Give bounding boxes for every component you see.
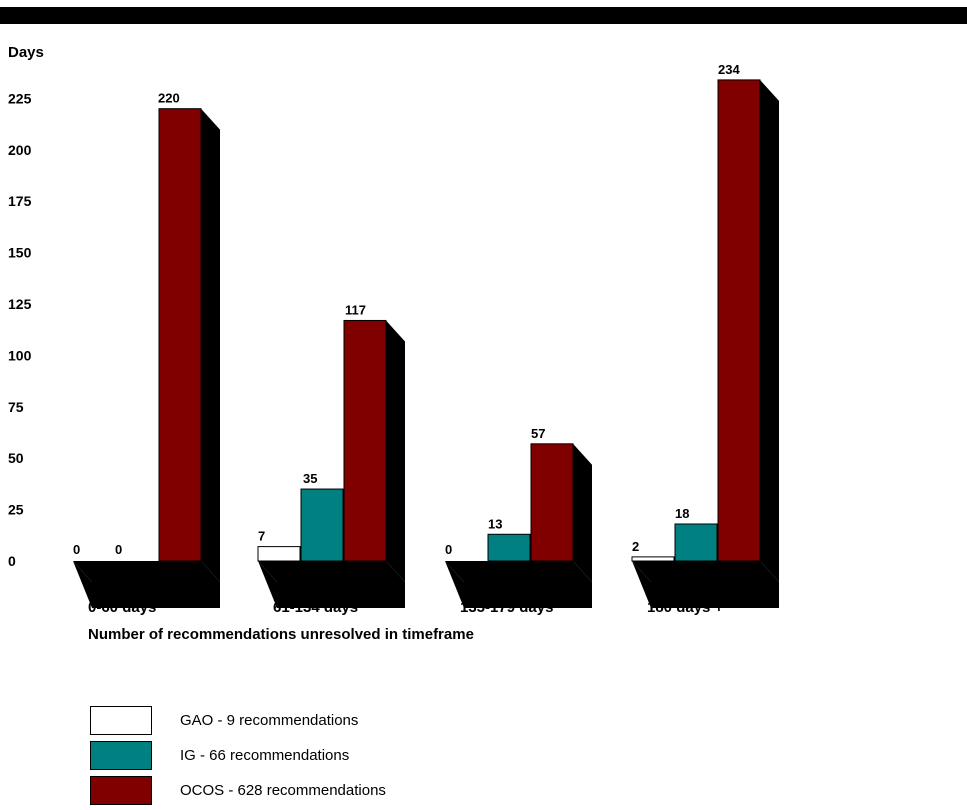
- category-label: 180 days +: [647, 599, 724, 616]
- legend-item-ig: IG - 66 recommendations: [90, 738, 386, 773]
- floor-slab: [258, 561, 405, 608]
- bar: [300, 488, 344, 562]
- data-label: 0: [115, 542, 122, 557]
- bar: [487, 533, 531, 562]
- bar: [530, 443, 574, 562]
- floor-slab-edge: [445, 561, 464, 608]
- legend-label-gao: GAO - 9 recommendations: [180, 712, 359, 729]
- bar: [158, 108, 202, 562]
- bar: [257, 546, 301, 562]
- top-black-bar: [0, 7, 967, 24]
- legend-label-ocos: OCOS - 628 recommendations: [180, 782, 386, 799]
- bar: [717, 79, 761, 562]
- y-tick-label: 175: [8, 193, 32, 209]
- bar-side: [201, 108, 220, 583]
- data-label: 7: [258, 529, 265, 544]
- y-tick-label: 200: [8, 142, 32, 158]
- y-tick-label: 50: [8, 450, 24, 466]
- floor-slab: [445, 561, 592, 608]
- floor-slab: [73, 561, 220, 608]
- data-label: 234: [718, 62, 740, 77]
- data-label: 2: [632, 539, 639, 554]
- data-label: 0: [445, 542, 452, 557]
- legend-item-ocos: OCOS - 628 recommendations: [90, 773, 386, 808]
- y-tick-label: 225: [8, 90, 32, 106]
- floor-slab-edge: [258, 561, 277, 608]
- legend-swatch-ocos: [90, 776, 152, 805]
- bar: [343, 319, 387, 562]
- floor-slab: [632, 561, 779, 608]
- legend-item-gao: GAO - 9 recommendations: [90, 703, 386, 738]
- category-label: 61-134 days: [273, 599, 358, 616]
- data-label: 35: [303, 471, 317, 486]
- category-label: 0-60 days: [88, 599, 156, 616]
- bar: [631, 556, 675, 562]
- y-tick-label: 75: [8, 399, 24, 415]
- y-axis-title: Days: [8, 44, 44, 61]
- bar: [674, 523, 718, 562]
- bar-side: [573, 443, 592, 582]
- data-label: 220: [158, 91, 180, 106]
- y-tick-label: 125: [8, 296, 32, 312]
- floor-slab-edge: [73, 561, 92, 608]
- data-label: 57: [531, 426, 545, 441]
- y-tick-label: 100: [8, 347, 32, 363]
- data-label: 0: [73, 542, 80, 557]
- y-tick-label: 150: [8, 245, 32, 261]
- legend-swatch-gao: [90, 706, 152, 735]
- y-tick-label: 0: [8, 553, 16, 569]
- data-label: 13: [488, 516, 502, 531]
- legend: GAO - 9 recommendations IG - 66 recommen…: [90, 703, 386, 808]
- bar-side: [386, 320, 405, 582]
- y-tick-label: 25: [8, 502, 24, 518]
- data-label: 18: [675, 506, 689, 521]
- bar-side: [760, 79, 779, 583]
- legend-swatch-ig: [90, 741, 152, 770]
- category-label: 135-179 days: [460, 599, 553, 616]
- floor-slab-edge: [632, 561, 651, 608]
- data-label: 117: [345, 302, 366, 317]
- x-axis-title: Number of recommendations unresolved in …: [88, 626, 474, 643]
- legend-label-ig: IG - 66 recommendations: [180, 747, 350, 764]
- chart: 0 25 50 75 100 125 150 175 200 225 0 0 220 7 35 117 0 13…: [8, 44, 779, 643]
